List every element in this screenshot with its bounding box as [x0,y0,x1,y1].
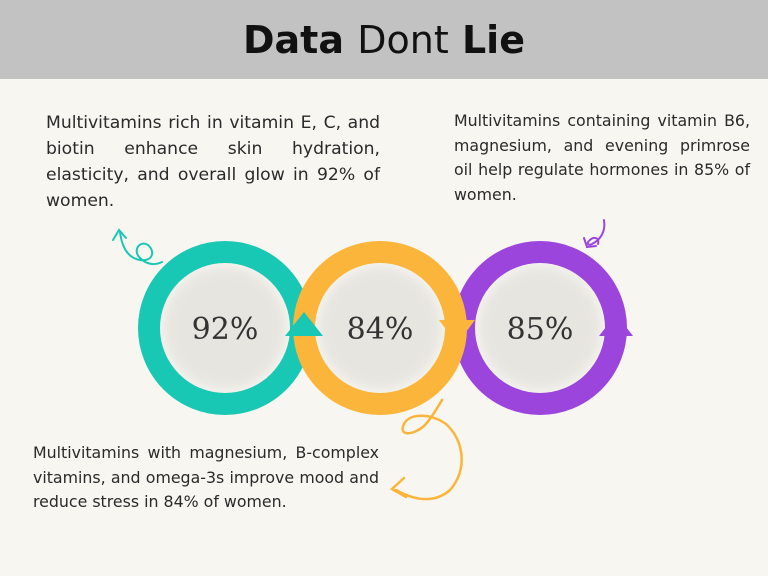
ring-2-shadow [318,266,442,390]
ring-1-shadow [163,266,287,390]
mood-description: Multivitamins with magnesium, B-complex … [33,443,379,511]
purple-curly-arrow-icon [583,219,606,249]
skin-description: Multivitamins rich in vitamin E, C, and … [46,113,380,211]
title-word-lie: Lie [461,17,525,62]
orange-arrowhead-icon [439,320,475,344]
page-title: Data Dont Lie [0,0,768,79]
teal-arrowhead-icon [285,312,323,336]
hormones-description: Multivitamins containing vitamin B6, mag… [454,111,750,204]
teal-curly-arrow-icon [112,228,163,266]
orange-curly-arrow-icon [389,398,463,501]
ring-85-label: 85% [507,312,574,347]
ring-84-label: 84% [347,312,414,347]
ring-92-label: 92% [192,312,259,347]
header-bar [0,0,768,79]
title-word-dont: Dont [357,17,449,62]
title-word-data: Data [243,17,344,62]
purple-arrowhead-icon [599,314,633,336]
ring-3-shadow [478,266,602,390]
